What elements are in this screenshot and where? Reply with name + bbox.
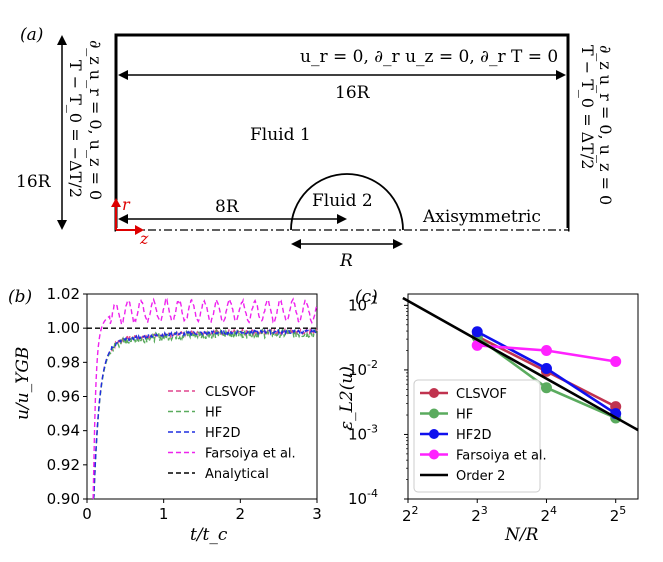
distance-label: 8R — [215, 197, 240, 217]
panel-c-ytick-label: 10-2 — [348, 358, 378, 379]
axisymmetric-label: Axisymmetric — [422, 207, 541, 227]
panel-c-data-point — [540, 363, 552, 375]
panel-c-xtick-label: 25 — [610, 504, 627, 525]
panel-c-legend-label: CLSVOF — [456, 387, 507, 402]
panel-b-series-line — [92, 327, 318, 500]
panel-b-ytick-label: 0.98 — [47, 353, 80, 371]
top-boundary-condition: u_r = 0, ∂_r u_z = 0, ∂_r T = 0 — [300, 47, 558, 67]
panel-b-xtick-label: 1 — [159, 505, 169, 523]
panel-c-xlabel: N/R — [504, 525, 539, 545]
left-temperature-bc: T − T_0 = −ΔT/2 — [66, 60, 85, 198]
panel-c-legend-marker — [429, 388, 439, 398]
panel-b-xtick-label: 2 — [236, 505, 246, 523]
panel-b-ytick-label: 1.02 — [47, 285, 80, 303]
panel-b-legend-label: Analytical — [205, 467, 269, 482]
droplet-outline — [290, 173, 404, 231]
panel-c-legend-marker — [429, 408, 439, 419]
panel-b-legend-label: Farsoiya et al. — [205, 447, 296, 462]
panel-c-legend-label: HF2D — [456, 428, 492, 443]
panel-c-legend-label: Order 2 — [456, 469, 505, 484]
panel-b-xlabel: t/t_c — [190, 525, 228, 545]
panel-c-ylabel: ε_L2(u) — [337, 366, 357, 430]
panel-c-legend-marker — [429, 429, 439, 439]
panel-b-ytick-label: 0.90 — [47, 490, 80, 508]
fluid-2-label: Fluid 2 — [312, 191, 373, 211]
panel-c-ytick-label: 10-3 — [348, 422, 378, 443]
panel-c-label: (c) — [355, 287, 378, 307]
panel-c-legend-label: HF — [456, 408, 473, 423]
width-label: 16R — [335, 83, 371, 103]
panel-c-series-line — [402, 296, 639, 432]
right-velocity-bc: ∂_z u_r = 0, u_z = 0 — [596, 45, 615, 205]
panel-c-xtick-label: 24 — [540, 504, 557, 525]
panel-b-ytick-label: 0.96 — [47, 388, 80, 406]
panel-c-data-point — [540, 344, 552, 356]
panel-a-label: (a) — [20, 25, 43, 45]
panel-b-xtick-label: 0 — [82, 505, 92, 523]
panel-c-ytick-label: 10-1 — [348, 293, 378, 314]
panel-c-legend-marker — [429, 449, 439, 460]
panel-c-data-point — [540, 382, 552, 394]
panel-b-chart: (b) 0 1 2 3 0.90 0.92 0.94 0.96 0.98 1.00 1.02 t/t… — [8, 285, 322, 545]
right-temperature-bc: T − T_0 = ΔT/2 — [578, 45, 597, 169]
panel-a: (a) u_r = 0, ∂_r u_z = 0, ∂_r T = 0 16R … — [16, 25, 615, 271]
panel-c-chart: (c) 22 23 24 25 10-4 10-3 10-2 10-1 N/R ε_L2(u)… — [337, 287, 639, 545]
panel-b-axes-frame — [86, 293, 318, 500]
panel-c-xtick-label: 23 — [471, 504, 488, 525]
r-axis-label: r — [122, 195, 131, 214]
panel-b-legend-label: CLSVOF — [205, 385, 256, 400]
panel-b-series-line — [92, 327, 318, 500]
panel-b-ylabel: u/u_YGB — [13, 347, 33, 420]
panel-c-data-point — [471, 326, 483, 338]
panel-c-ytick-label: 10-4 — [348, 487, 378, 508]
panel-c-legend-label: Farsoiya et al. — [456, 449, 547, 464]
radius-label: R — [339, 251, 353, 271]
panel-b-series-line — [92, 297, 318, 500]
height-label: 16R — [16, 172, 52, 192]
fluid-1-label: Fluid 1 — [250, 125, 311, 145]
panel-c-xtick-label: 22 — [402, 504, 419, 525]
panel-c-legend-box — [413, 379, 541, 493]
z-axis-label: z — [139, 229, 149, 248]
panel-c-axes-frame — [407, 293, 639, 500]
panel-b-ytick-label: 0.92 — [47, 456, 80, 474]
panel-b-xtick-label: 3 — [312, 505, 322, 523]
left-velocity-bc: ∂_z u_r = 0, u_z = 0 — [86, 40, 105, 200]
panel-b-legend-label: HF — [205, 406, 222, 421]
panel-b-label: (b) — [8, 287, 32, 307]
panel-b-ytick-label: 1.00 — [47, 319, 80, 337]
panel-c-data-point — [610, 355, 622, 367]
panel-b-ytick-label: 0.94 — [47, 422, 80, 440]
panel-b-legend-label: HF2D — [205, 426, 241, 441]
